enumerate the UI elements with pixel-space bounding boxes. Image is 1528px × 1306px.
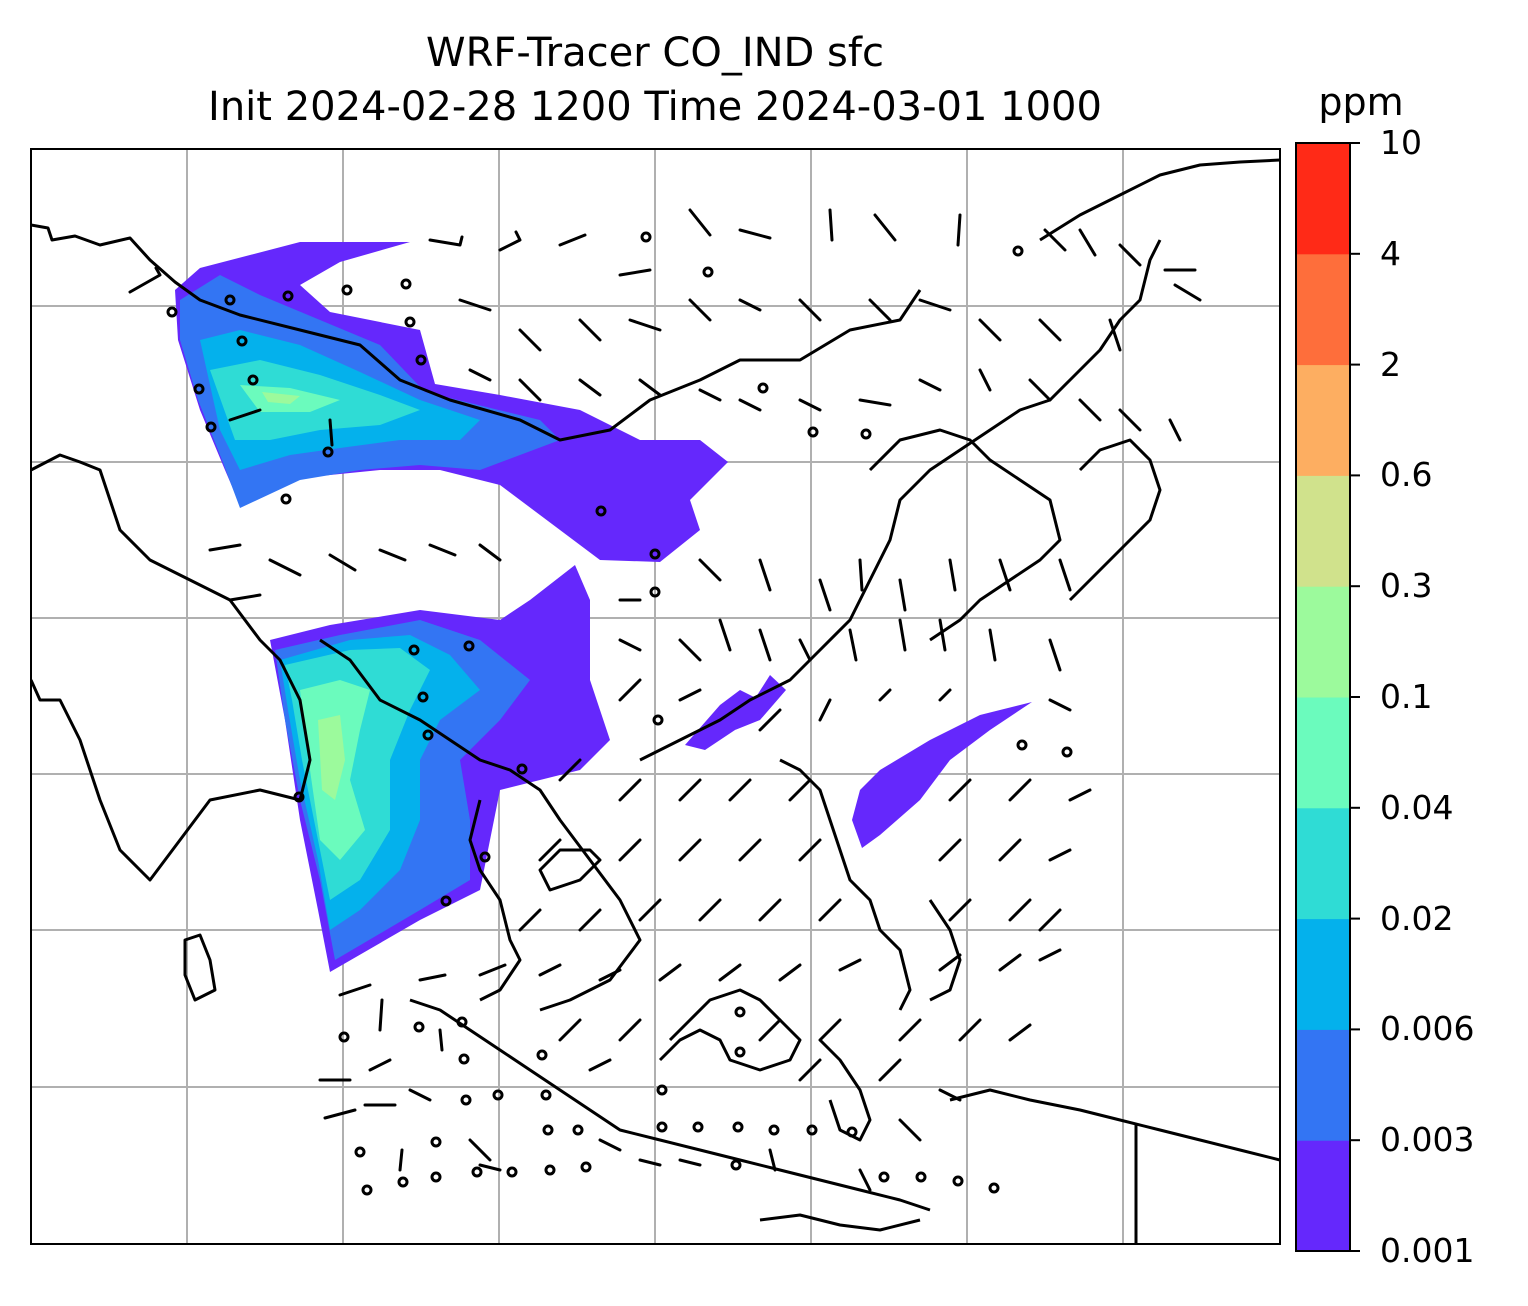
colorbar-segment (1296, 918, 1350, 1030)
colorbar-segment (1296, 586, 1350, 698)
colorbar-tick-label: 0.006 (1380, 1009, 1475, 1049)
tracer-plume-south (270, 565, 610, 972)
colorbar-segment (1296, 143, 1350, 255)
map-title: WRF-Tracer CO_IND sfc (426, 30, 884, 76)
colorbar-tick-label: 0.1 (1380, 677, 1433, 716)
colorbar-tick-label: 0.04 (1380, 787, 1454, 827)
colorbar-tick-label: 0.003 (1380, 1120, 1475, 1160)
colorbar-tick-label: 2 (1380, 344, 1401, 384)
colorbar-segment (1296, 807, 1350, 920)
colorbar-tick-label: 0.001 (1380, 1231, 1475, 1270)
tracer-plume-east (685, 675, 1032, 848)
colorbar-segment (1296, 253, 1350, 366)
colorbar (1296, 143, 1350, 1252)
calm-circles (166, 231, 1073, 1196)
wind-barbs (128, 208, 1202, 1192)
coastlines (31, 158, 1280, 1244)
colorbar-ticks (1350, 142, 1360, 1252)
colorbar-segment (1296, 364, 1350, 476)
tracer-plume-north (175, 242, 728, 562)
colorbar-tick-label: 0.3 (1380, 566, 1433, 606)
map-subtitle: Init 2024-02-28 1200 Time 2024-03-01 100… (208, 84, 1102, 130)
map-frame (30, 148, 1281, 1245)
colorbar-tick-label: 10 (1380, 123, 1422, 162)
colorbar-tick-label: 0.02 (1380, 898, 1454, 938)
colorbar-tick-label: 0.6 (1380, 455, 1433, 495)
colorbar-unit-label: ppm (1318, 80, 1404, 124)
colorbar-segment (1296, 1029, 1350, 1141)
colorbar-tick-label: 4 (1380, 233, 1401, 273)
colorbar-segment (1296, 697, 1350, 809)
colorbar-segment (1296, 1140, 1350, 1252)
colorbar-segment (1296, 475, 1350, 587)
gridlines (31, 149, 1280, 1244)
